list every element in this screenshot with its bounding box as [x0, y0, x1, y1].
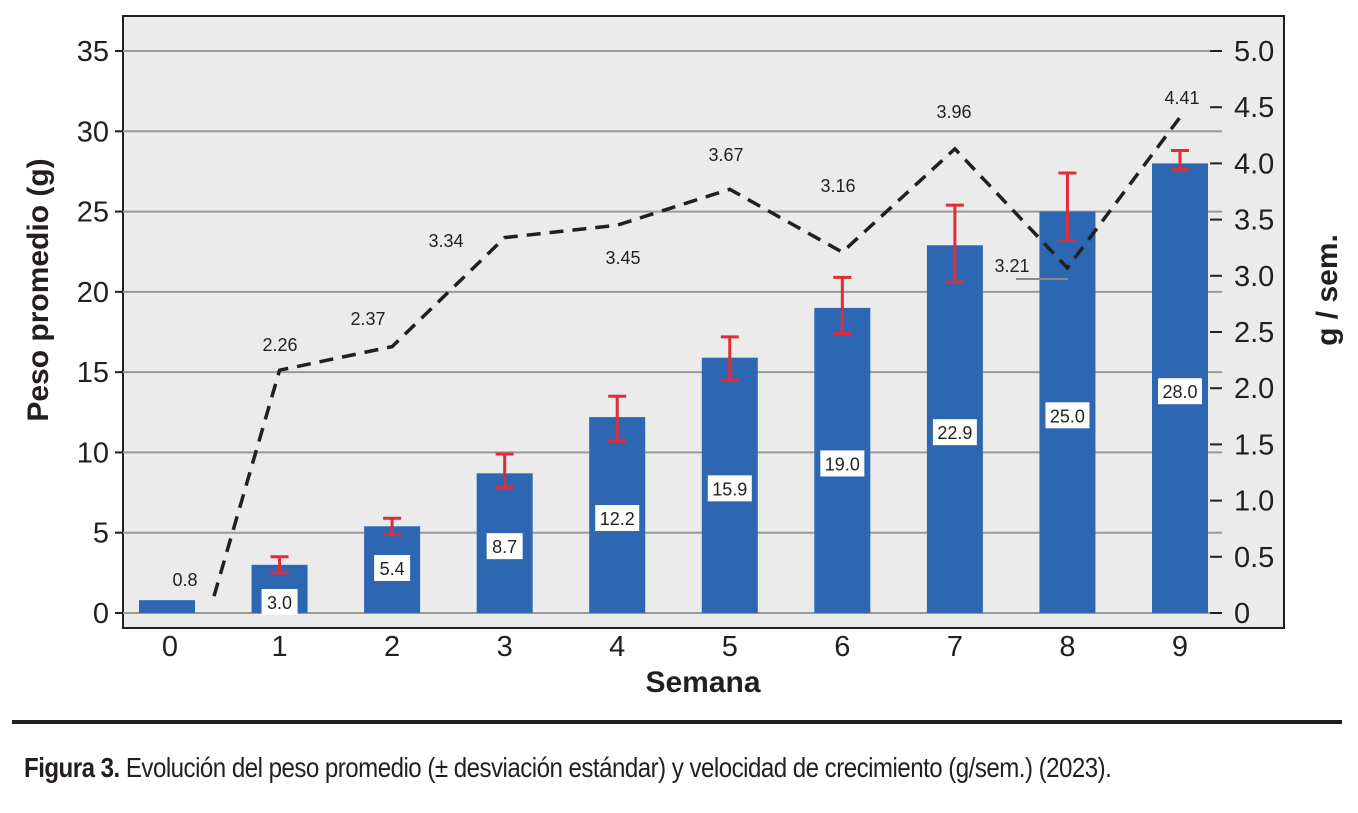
figure-caption: Figura 3. Evolución del peso promedio (±… — [24, 752, 1159, 784]
caption-label: Figura 3. — [24, 752, 120, 783]
bar-value-box — [932, 419, 977, 446]
bar-value-label: 22.9 — [937, 423, 972, 443]
bar-value-label: 8.7 — [492, 537, 517, 557]
y-right-tick-label: 4.0 — [1234, 148, 1274, 180]
line-point-label: 3.34 — [428, 231, 463, 251]
bar-value-box — [261, 589, 298, 615]
bar-value-label: 19.0 — [825, 454, 860, 474]
bar-value-box — [820, 450, 865, 477]
y-right-tick-label: 1.0 — [1234, 486, 1274, 518]
bar-value-box — [1045, 402, 1090, 429]
line-point-label: 3.96 — [936, 102, 971, 122]
bar-value-box — [1158, 378, 1202, 405]
bar-value-label: 3.0 — [267, 593, 292, 613]
line-point-label: 3.21 — [994, 256, 1029, 276]
y-tick-label: 10 — [77, 437, 109, 469]
bar-value-box — [595, 505, 640, 532]
caption-text: Evolución del peso promedio (± desviació… — [119, 752, 1112, 783]
chart: 0510152025303500.51.01.52.02.53.03.54.04… — [22, 15, 1344, 699]
x-tick-label: 1 — [271, 631, 287, 663]
y-right-tick-label: 0 — [1234, 598, 1250, 630]
line-point-label: 2.37 — [350, 309, 385, 329]
y-right-tick-label: 1.5 — [1234, 429, 1274, 461]
line-point-label: 4.41 — [1164, 88, 1199, 108]
y-right-axis-title: g / sem. — [1311, 234, 1344, 346]
x-tick-label: 9 — [1172, 631, 1188, 663]
x-tick-label: 3 — [497, 631, 513, 663]
x-tick-label: 6 — [834, 631, 850, 663]
y-tick-label: 35 — [77, 36, 109, 68]
y-tick-label: 15 — [77, 357, 109, 389]
y-tick-label: 25 — [77, 197, 109, 229]
bar-value-label: 12.2 — [600, 509, 635, 529]
y-right-tick-label: 2.5 — [1234, 317, 1274, 349]
line-point-label: 3.16 — [820, 176, 855, 196]
growth-line — [212, 116, 1182, 597]
line-point-label: 2.26 — [262, 335, 297, 355]
bar — [139, 600, 195, 613]
y-tick-label: 0 — [93, 598, 109, 630]
x-tick-label: 8 — [1059, 631, 1075, 663]
x-tick-label: 5 — [722, 631, 738, 663]
x-tick-label: 7 — [947, 631, 963, 663]
y-right-tick-label: 2.0 — [1234, 373, 1274, 405]
y-right-tick-label: 3.0 — [1234, 261, 1274, 293]
x-tick-label: 4 — [609, 631, 625, 663]
y-right-tick-label: 4.5 — [1234, 92, 1274, 124]
y-axis-title: Peso promedio (g) — [22, 158, 55, 421]
caption-divider — [12, 720, 1342, 724]
line-point-label: 3.67 — [708, 145, 743, 165]
bar-value-box — [486, 533, 523, 560]
bar-value-label: 25.0 — [1050, 406, 1085, 426]
x-tick-label: 0 — [162, 631, 178, 663]
bar-value-box — [707, 475, 752, 502]
y-tick-label: 30 — [77, 116, 109, 148]
bar-value-label: 5.4 — [380, 559, 405, 579]
line-point-label: 3.45 — [605, 248, 640, 268]
y-right-tick-label: 5.0 — [1234, 36, 1274, 68]
y-tick-label: 20 — [77, 277, 109, 309]
x-tick-label: 2 — [384, 631, 400, 663]
y-right-tick-label: 3.5 — [1234, 205, 1274, 237]
bar-value-label: 15.9 — [712, 479, 747, 499]
bar-value-box — [374, 555, 411, 581]
bar-value-label: 28.0 — [1162, 382, 1197, 402]
y-right-tick-label: 0.5 — [1234, 542, 1274, 574]
line-point-label: 0.8 — [172, 570, 197, 590]
y-tick-label: 5 — [93, 518, 109, 550]
x-axis-title: Semana — [645, 666, 760, 699]
